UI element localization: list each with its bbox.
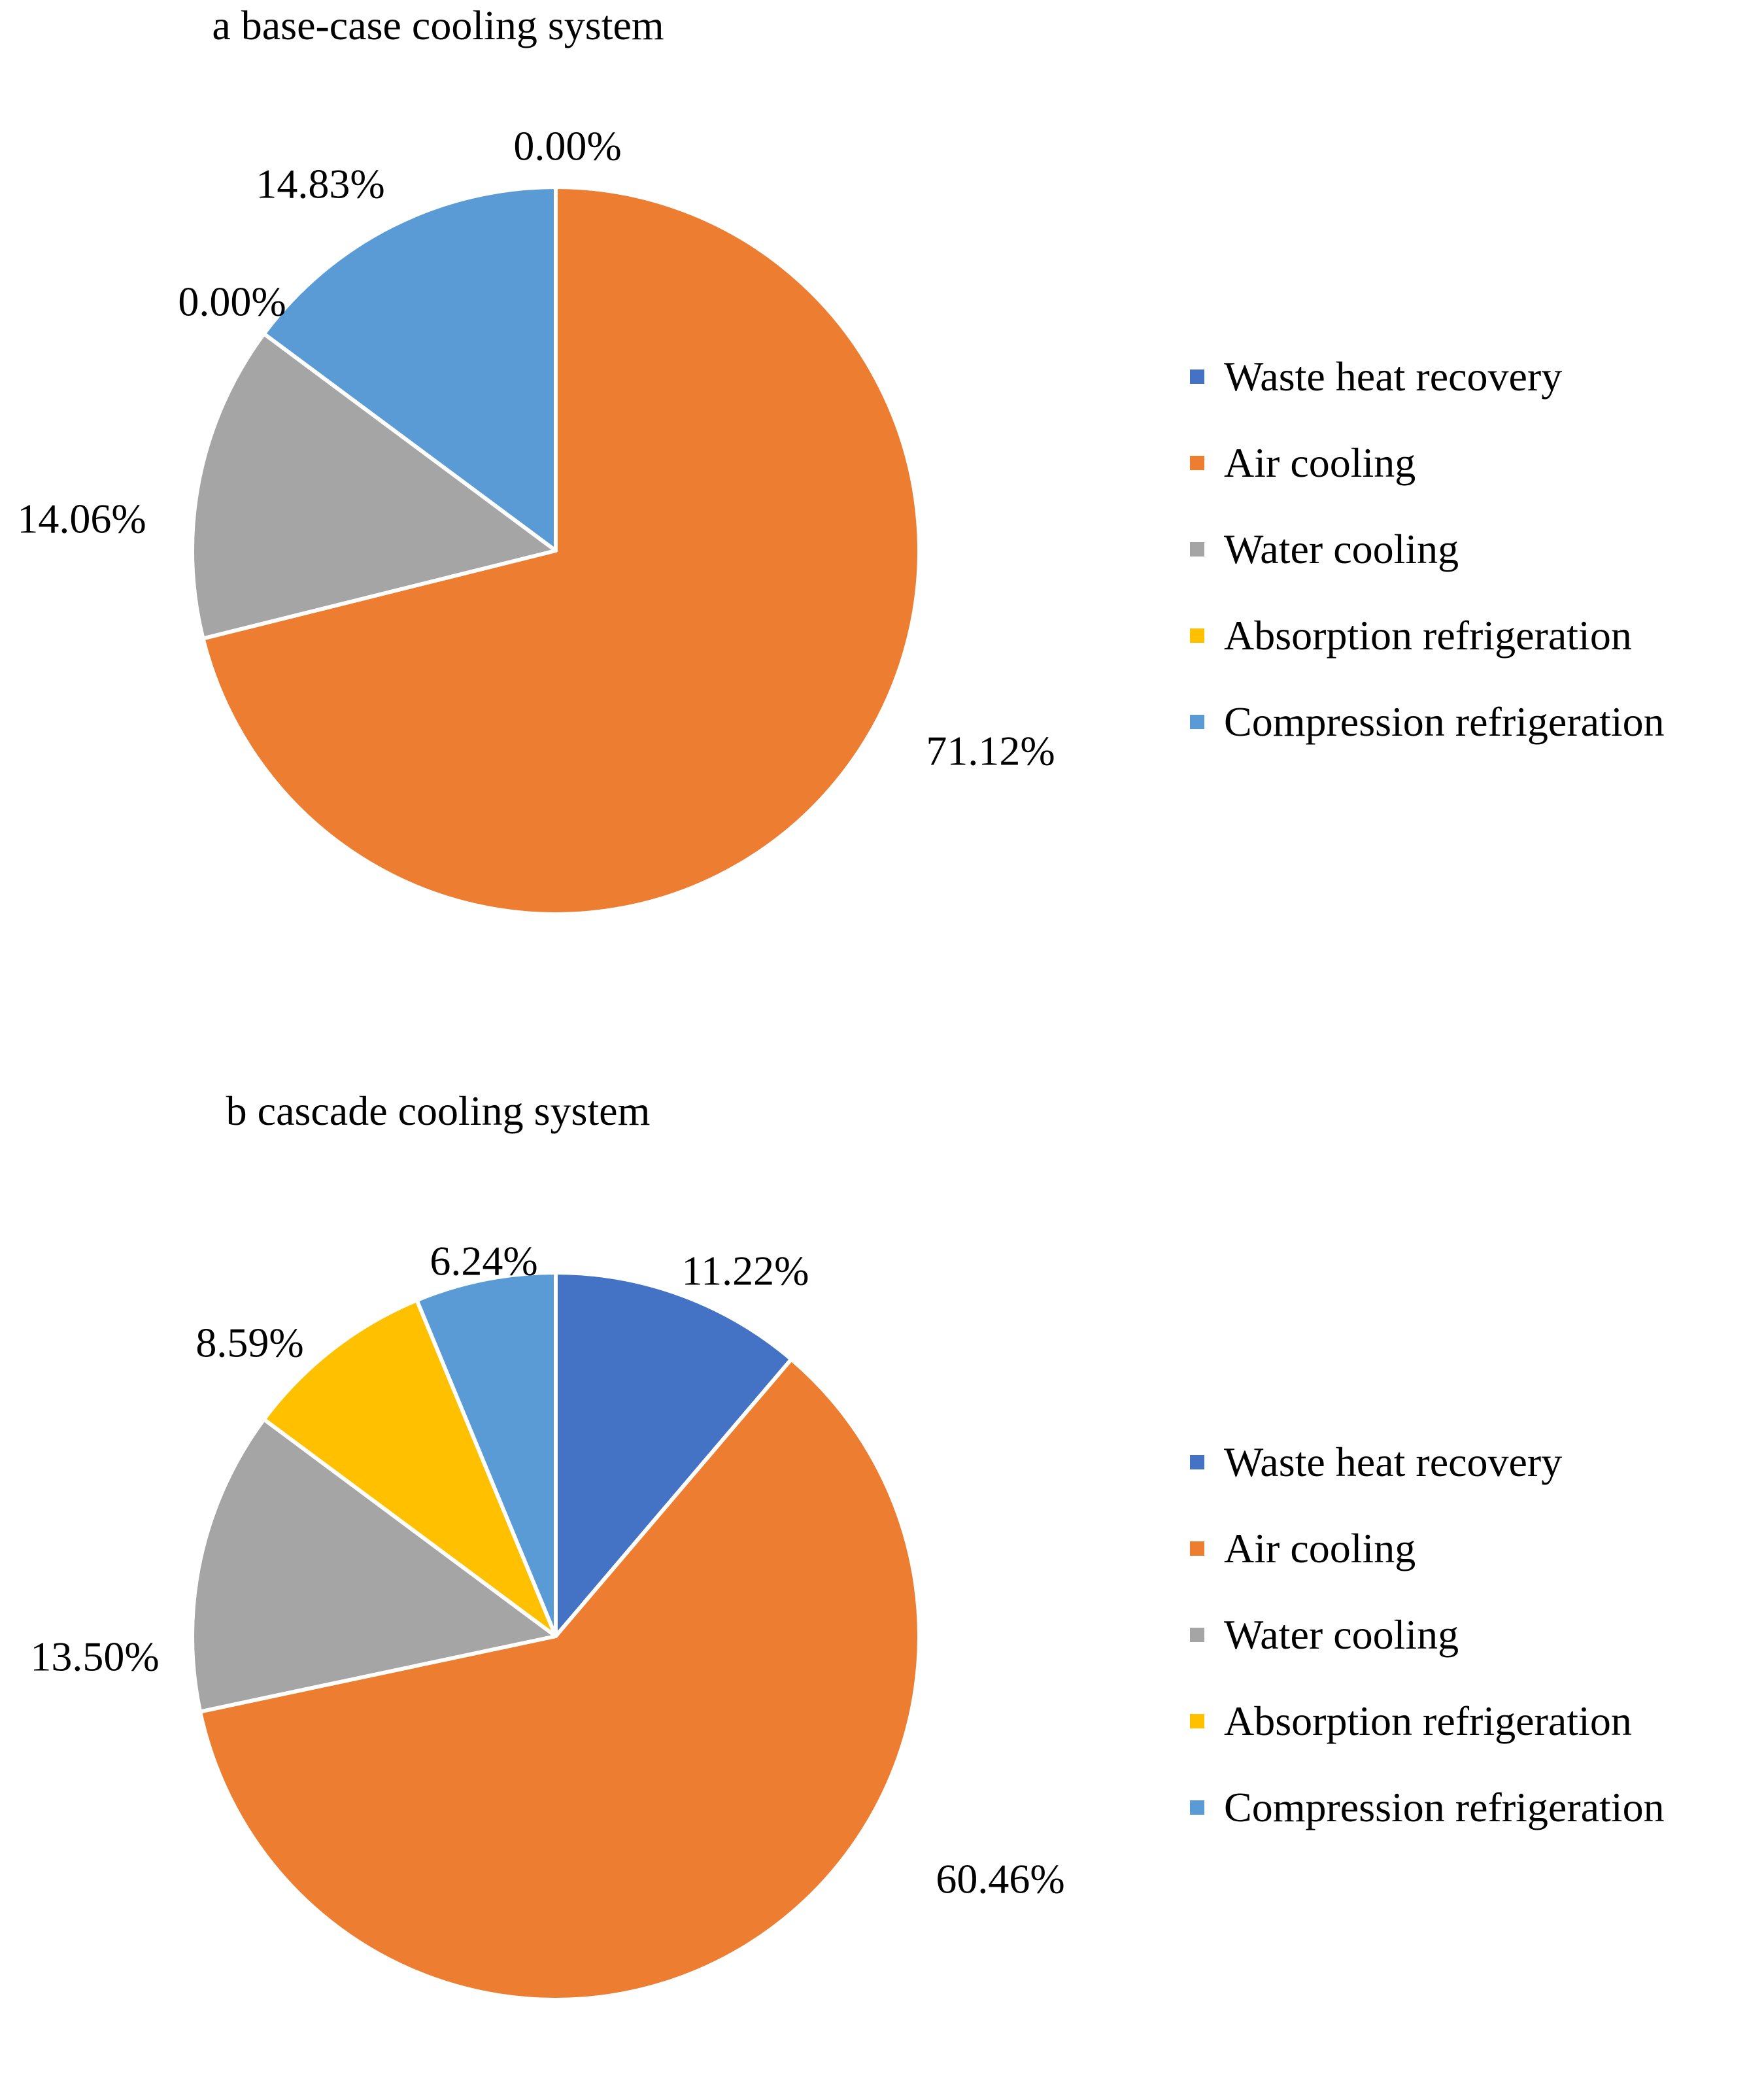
legend-swatch-air-cooling xyxy=(1190,1541,1204,1556)
legend-label-water-cooling: Water cooling xyxy=(1224,1611,1459,1658)
legend-label-compression-refrigeration: Compression refrigeration xyxy=(1224,698,1665,745)
chart-panel-b: b cascade cooling system 11.22% 60.46% 13.… xyxy=(0,1086,1764,2092)
legend-swatch-compression-refrigeration xyxy=(1190,1800,1204,1815)
data-label-water-cooling: 13.50% xyxy=(30,1634,159,1680)
legend-swatch-water-cooling xyxy=(1190,542,1204,557)
legend-item-compression-refrigeration: Compression refrigeration xyxy=(1190,1764,1665,1851)
data-label-absorption-refrigeration: 0.00% xyxy=(178,279,286,325)
legend-swatch-absorption-refrigeration xyxy=(1190,628,1204,643)
data-label-absorption-refrigeration: 8.59% xyxy=(195,1320,303,1366)
legend-item-compression-refrigeration: Compression refrigeration xyxy=(1190,679,1665,765)
data-label-waste-heat-recovery: 11.22% xyxy=(682,1248,809,1294)
legend-swatch-absorption-refrigeration xyxy=(1190,1714,1204,1728)
legend-swatch-waste-heat-recovery xyxy=(1190,1455,1204,1469)
legend-item-air-cooling: Air cooling xyxy=(1190,1505,1665,1592)
pie-slice-absorption-refrigeration xyxy=(262,1298,558,1638)
data-label-waste-heat-recovery: 0.00% xyxy=(513,123,621,169)
pie-slice-water-cooling xyxy=(190,332,558,641)
data-label-compression-refrigeration: 14.83% xyxy=(256,161,384,207)
legend-label-air-cooling: Air cooling xyxy=(1224,439,1416,486)
chart-title-a: a base-case cooling system xyxy=(212,2,664,48)
pie-chart-b: 11.22% 60.46% 13.50% 8.59% 6.24% xyxy=(30,1238,1065,2002)
data-label-water-cooling: 14.06% xyxy=(17,496,146,542)
legend-item-water-cooling: Water cooling xyxy=(1190,1592,1665,1678)
legend-swatch-air-cooling xyxy=(1190,456,1204,470)
legend-item-waste-heat-recovery: Waste heat recovery xyxy=(1190,334,1665,420)
legend-item-air-cooling: Air cooling xyxy=(1190,420,1665,506)
legend-item-waste-heat-recovery: Waste heat recovery xyxy=(1190,1419,1665,1505)
legend-label-absorption-refrigeration: Absorption refrigeration xyxy=(1224,1698,1632,1744)
pie-chart-a: 0.00% 71.12% 14.06% 0.00% 14.83% xyxy=(17,123,1055,916)
legend-swatch-compression-refrigeration xyxy=(1190,715,1204,729)
legend-swatch-water-cooling xyxy=(1190,1628,1204,1642)
chart-panel-a: a base-case cooling system 0.00% 71.12% 14… xyxy=(0,0,1764,1006)
legend-label-waste-heat-recovery: Waste heat recovery xyxy=(1224,353,1563,400)
legend-a: Waste heat recovery Air cooling Water cool… xyxy=(1190,334,1665,765)
legend-item-absorption-refrigeration: Absorption refrigeration xyxy=(1190,592,1665,679)
legend-item-water-cooling: Water cooling xyxy=(1190,506,1665,592)
legend-label-air-cooling: Air cooling xyxy=(1224,1525,1416,1571)
legend-swatch-waste-heat-recovery xyxy=(1190,369,1204,384)
data-label-air-cooling: 71.12% xyxy=(926,728,1055,774)
legend-item-absorption-refrigeration: Absorption refrigeration xyxy=(1190,1678,1665,1764)
data-label-compression-refrigeration: 6.24% xyxy=(430,1238,537,1284)
legend-label-compression-refrigeration: Compression refrigeration xyxy=(1224,1784,1665,1830)
pie-slice-air-cooling xyxy=(198,1357,921,2002)
pie-slice-water-cooling xyxy=(190,1417,558,1714)
pie-slice-waste-heat-recovery xyxy=(554,1271,794,1638)
pie-slice-compression-refrigeration xyxy=(415,1271,558,1638)
pie-slice-compression-refrigeration xyxy=(262,185,558,553)
legend-b: Waste heat recovery Air cooling Water cool… xyxy=(1190,1419,1665,1851)
data-label-air-cooling: 60.46% xyxy=(936,1856,1064,1902)
legend-label-absorption-refrigeration: Absorption refrigeration xyxy=(1224,612,1632,659)
chart-title-b: b cascade cooling system xyxy=(226,1088,651,1134)
legend-label-water-cooling: Water cooling xyxy=(1224,526,1459,572)
legend-label-waste-heat-recovery: Waste heat recovery xyxy=(1224,1439,1563,1485)
pie-slice-air-cooling xyxy=(201,185,921,916)
